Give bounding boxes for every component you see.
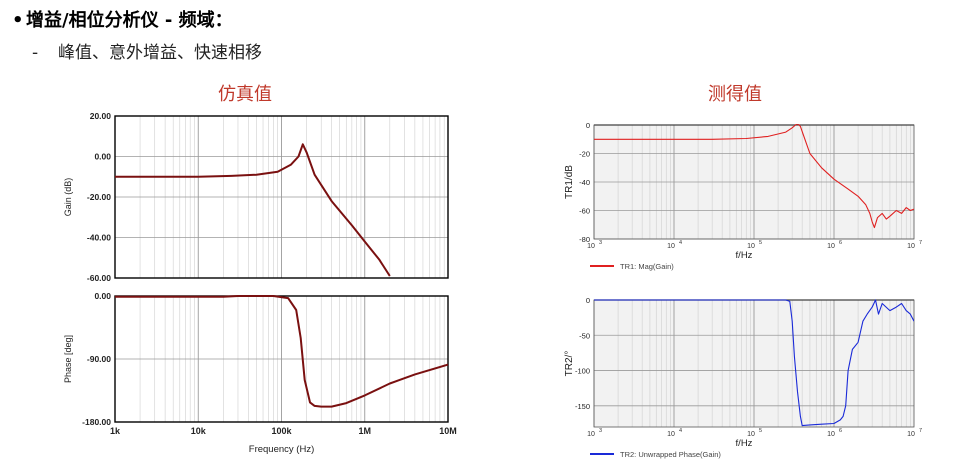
sim-phase-ylabel: Phase [deg] <box>63 335 73 383</box>
sim-phase-frame <box>114 295 449 423</box>
bullet-dot: • <box>12 10 24 31</box>
meas-gain-ylabel: TR1/dB <box>564 165 575 199</box>
sim-phase-ytick-label: -90.00 <box>87 354 111 364</box>
meas-gain-xtick-base: 10 <box>907 243 915 250</box>
slide-title: 增益/相位分析仪 - 频域： <box>26 10 233 31</box>
meas-gain-xtick-base: 10 <box>587 243 595 250</box>
meas-gain-ytick-label: -60 <box>579 207 590 216</box>
meas-phase-xtick-exp: 5 <box>759 428 762 434</box>
meas-phase-xtick-base: 10 <box>827 431 835 438</box>
meas-phase-chart: 0 -50 -100 -150 10 3 10 4 10 5 10 6 10 7 TR2/° f/Hz TR2:… <box>564 296 922 459</box>
meas-phase-xtick-exp: 6 <box>839 428 842 434</box>
sim-gain-ylabel: Gain (dB) <box>63 178 73 217</box>
meas-phase-series-line <box>594 299 914 427</box>
sim-gain-frame <box>114 115 449 279</box>
meas-phase-ytick-label: -150 <box>575 402 590 411</box>
sim-phase-series-line <box>115 295 448 408</box>
meas-gain-xtick-exp: 7 <box>919 240 922 246</box>
meas-phase-xtick-base: 10 <box>587 431 595 438</box>
meas-gain-ytick-label: -80 <box>579 235 590 244</box>
meas-gain-xtick-exp: 3 <box>599 240 602 246</box>
slide-subtitle: - 峰值、意外增益、快速相移 <box>32 38 262 63</box>
meas-phase-xtick-base: 10 <box>667 431 675 438</box>
meas-gain-xtick-exp: 5 <box>759 240 762 246</box>
meas-gain-frame <box>593 124 915 240</box>
subtitle-text: 峰值、意外增益、快速相移 <box>58 43 262 63</box>
meas-gain-xtick-base: 10 <box>667 243 675 250</box>
meas-phase-ylabel: TR2/° <box>564 351 575 377</box>
meas-gain-xlabel: f/Hz <box>736 250 753 261</box>
meas-gain-xtick-exp: 6 <box>839 240 842 246</box>
sim-phase-ytick-label: -180.00 <box>82 417 111 427</box>
sim-gain-ytick-label: 20.00 <box>90 111 112 121</box>
meas-phase-xtick-exp: 3 <box>599 428 602 434</box>
sim-phase-ytick-label: 0.00 <box>94 291 111 301</box>
meas-gain-ytick-label: -40 <box>579 178 590 187</box>
meas-gain-xtick-base: 10 <box>747 243 755 250</box>
meas-gain-series-line <box>594 124 914 229</box>
sim-phase-xtick-label: 100k <box>271 426 292 436</box>
sim-gain-ytick-label: -20.00 <box>87 192 111 202</box>
meas-gain-ytick-label: -20 <box>579 150 590 159</box>
meas-gain-xtick-base: 10 <box>827 243 835 250</box>
meas-phase-xtick-exp: 7 <box>919 428 922 434</box>
meas-phase-xtick-exp: 4 <box>679 428 682 434</box>
sim-gain-ytick-label: -40.00 <box>87 233 111 243</box>
sim-gain-ytick-label: 0.00 <box>94 152 111 162</box>
sim-gain-chart: 20.00 0.00 -20.00 -40.00 -60.00 Gain (dB) <box>63 111 449 283</box>
meas-phase-ytick-label: -50 <box>579 331 590 340</box>
meas-phase-ytick-label: 0 <box>586 296 590 305</box>
sim-phase-xtick-label: 1M <box>358 426 371 436</box>
subtitle-dash: - <box>32 43 39 63</box>
meas-phase-legend-label: TR2: Unwrapped Phase(Gain) <box>620 450 721 459</box>
meas-phase-xlabel: f/Hz <box>736 438 753 449</box>
slide-heading: • 增益/相位分析仪 - 频域： <box>12 6 233 32</box>
meas-gain-legend-label: TR1: Mag(Gain) <box>620 262 674 271</box>
sim-gain-ytick-label: -60.00 <box>87 273 111 283</box>
meas-phase-ytick-label: -100 <box>575 367 590 376</box>
meas-phase-xtick-base: 10 <box>747 431 755 438</box>
meas-gain-xtick-exp: 4 <box>679 240 682 246</box>
caption-measured: 测得值 <box>708 84 762 105</box>
meas-phase-xtick-base: 10 <box>907 431 915 438</box>
caption-simulated: 仿真值 <box>218 84 272 105</box>
sim-phase-xtick-label: 10M <box>439 426 457 436</box>
sim-gain-series-line <box>115 143 391 277</box>
sim-phase-xtick-label: 1k <box>110 426 121 436</box>
sim-phase-xlabel: Frequency (Hz) <box>249 444 314 455</box>
sim-phase-xtick-label: 10k <box>191 426 207 436</box>
meas-gain-ytick-label: 0 <box>586 121 590 130</box>
